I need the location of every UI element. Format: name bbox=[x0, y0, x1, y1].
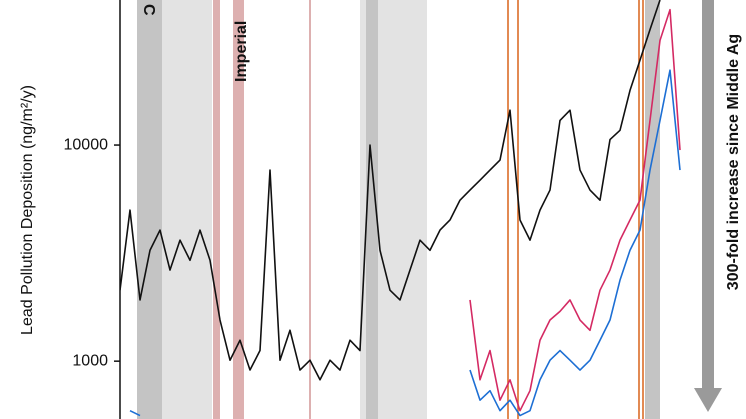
plot-lines bbox=[120, 0, 681, 417]
arrow-label: 300-fold increase since Middle Ag bbox=[725, 34, 742, 290]
series-line bbox=[469, 8, 681, 412]
series-line bbox=[120, 0, 661, 381]
y-tick-label: 10000 bbox=[64, 136, 109, 153]
period-bands bbox=[137, 0, 660, 419]
series-line bbox=[129, 69, 681, 417]
y-axis-label: Lead Pollution Deposition (ng/m²/y) bbox=[19, 85, 36, 335]
y-tick-label: 1000 bbox=[72, 352, 108, 369]
period-label: C bbox=[140, 4, 157, 16]
increase-arrow bbox=[694, 0, 722, 412]
period-label: Imperial bbox=[233, 21, 250, 82]
